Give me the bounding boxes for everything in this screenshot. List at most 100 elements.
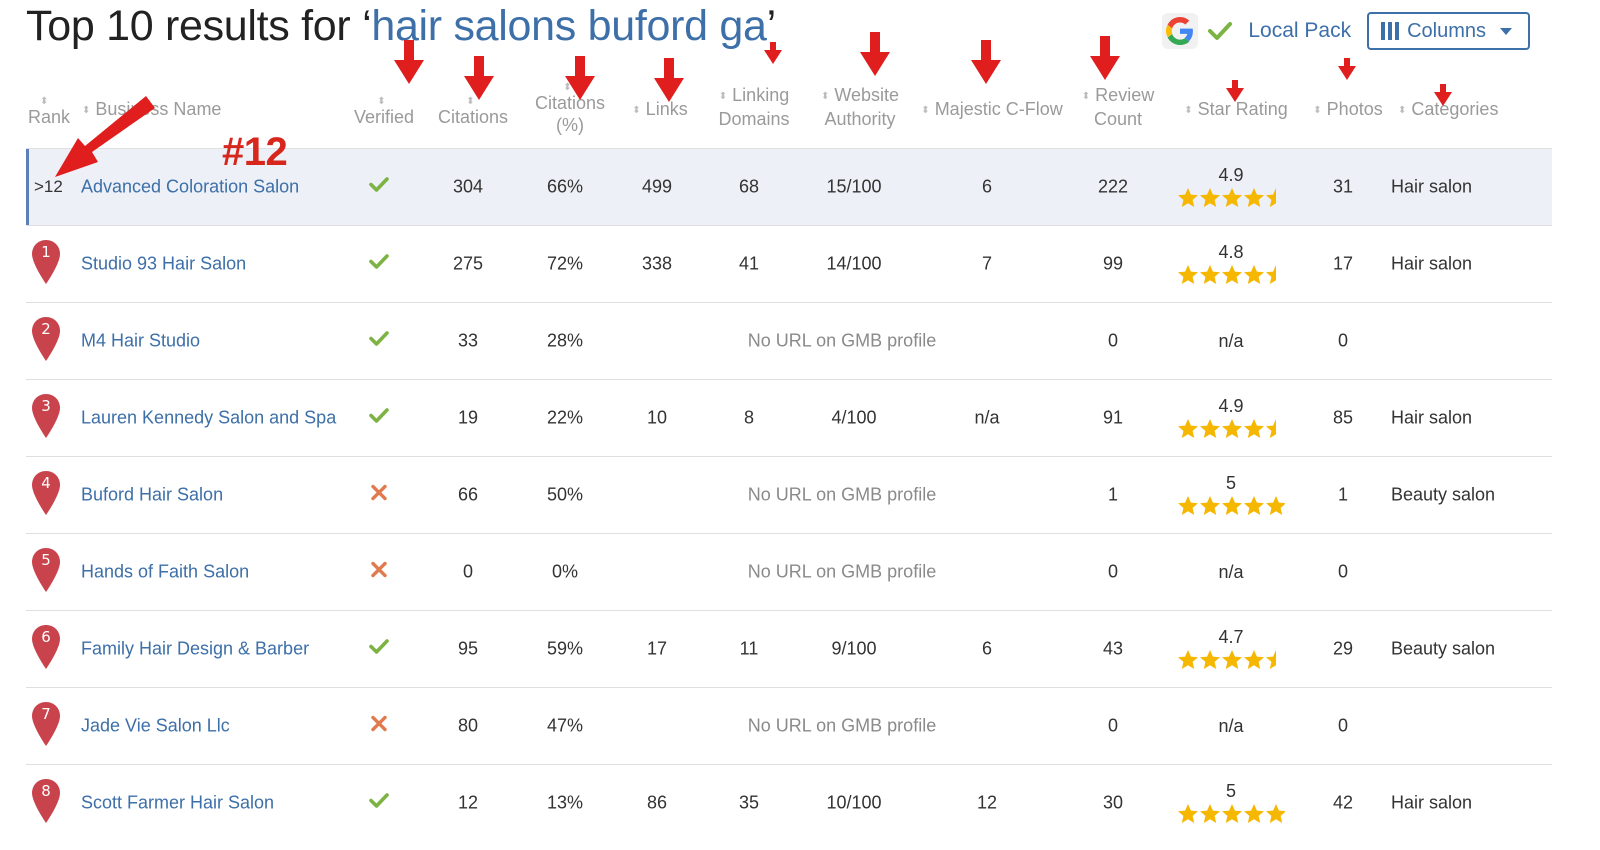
photos-count: 0 [1337, 561, 1349, 582]
rank-text: >12 [34, 177, 63, 196]
citations-pct-value: 13% [546, 792, 584, 813]
rank-number: 4 [41, 474, 51, 492]
majestic-cflow-value: 6 [981, 176, 993, 197]
citations-value: 12 [457, 792, 479, 813]
title-suffix: ’ [766, 2, 777, 50]
rank-number: 7 [41, 705, 51, 723]
review-count-value: 222 [1097, 176, 1129, 197]
website-authority-value: 4/100 [831, 407, 877, 428]
business-name-link[interactable]: Hands of Faith Salon [81, 561, 250, 582]
citations-value: 19 [457, 407, 479, 428]
th-majestic[interactable]: ⬍ Majestic C-Flow [921, 99, 1063, 119]
majestic-cflow-value: 12 [976, 792, 998, 813]
business-name-link[interactable]: Advanced Coloration Salon [81, 176, 300, 197]
star-rating: 5 [1177, 473, 1285, 517]
business-name-link[interactable]: Lauren Kennedy Salon and Spa [81, 407, 337, 428]
star-rating-icon [1178, 804, 1285, 823]
review-count-value: 0 [1107, 715, 1119, 736]
th-citations[interactable]: ⬍ Citations [437, 96, 509, 128]
th-website-authority[interactable]: ⬍ Website Authority [820, 85, 900, 129]
search-query[interactable]: hair salons buford ga [371, 2, 767, 50]
page-title: Top 10 results for ‘hair salons buford g… [26, 2, 776, 51]
th-star-rating[interactable]: ⬍ Star Rating [1184, 99, 1288, 119]
rank-pin-icon: 1 [32, 240, 60, 284]
star-icon [1244, 188, 1264, 207]
star-icon [1200, 650, 1220, 669]
sort-icon: ⬍ [563, 82, 572, 93]
th-linking-domains[interactable]: ⬍ Linking Domains [718, 85, 790, 129]
business-name-link[interactable]: Family Hair Design & Barber [81, 638, 310, 659]
star-rating-icon [1178, 419, 1276, 438]
photos-count: 0 [1337, 715, 1349, 736]
website-authority-value: 10/100 [826, 792, 882, 813]
citations-pct-value: 28% [546, 330, 584, 351]
unverified-cross-icon [371, 484, 387, 506]
citations-pct-value: 66% [546, 176, 584, 197]
star-icon [1200, 419, 1220, 438]
star-icon [1266, 419, 1276, 438]
sort-icon: ⬍ [82, 105, 91, 116]
star-icon [1200, 804, 1220, 823]
th-citations-pct[interactable]: ⬍ Citations (%) [534, 82, 606, 136]
star-rating-icon [1178, 188, 1276, 207]
sort-icon: ⬍ [1081, 91, 1091, 102]
table-row[interactable]: 4 Buford Hair Salon 66 50% No URL on GMB pro… [26, 456, 1552, 533]
majestic-cflow-value: n/a [974, 407, 1000, 428]
sort-icon: ⬍ [1313, 105, 1322, 116]
website-authority-value: 15/100 [826, 176, 882, 197]
no-url-note: No URL on GMB profile [747, 484, 937, 505]
business-name-link[interactable]: Jade Vie Salon Llc [81, 715, 230, 736]
table-row[interactable]: 8 Scott Farmer Hair Salon 12 13% 86 35 10/100 1… [26, 764, 1552, 841]
columns-button[interactable]: Columns [1367, 12, 1530, 50]
star-icon [1222, 419, 1242, 438]
google-icon[interactable] [1162, 13, 1199, 49]
table-row[interactable]: 6 Family Hair Design & Barber 95 59% 17 11 9/1… [26, 610, 1552, 687]
th-review-count[interactable]: ⬍ Review Count [1081, 85, 1155, 129]
business-name-link[interactable]: M4 Hair Studio [81, 330, 201, 351]
th-rank[interactable]: ⬍ Rank [28, 96, 71, 128]
sort-icon: ⬍ [921, 105, 930, 116]
star-rating-icon [1178, 265, 1276, 284]
rank-number: 3 [41, 397, 51, 415]
review-count-value: 1 [1107, 484, 1119, 505]
star-icon [1222, 265, 1242, 284]
citations-pct-value: 59% [546, 638, 584, 659]
star-icon [1200, 496, 1220, 515]
business-name-link[interactable]: Buford Hair Salon [81, 484, 224, 505]
th-categories[interactable]: ⬍ Categories [1398, 99, 1499, 119]
table-row[interactable]: 5 Hands of Faith Salon 0 0% No URL on GMB pr… [26, 533, 1552, 610]
category-value: Beauty salon [1391, 638, 1496, 659]
th-business-name[interactable]: ⬍ Business Name [82, 99, 222, 119]
star-rating: 4.9 [1177, 165, 1285, 209]
th-links[interactable]: ⬍ Links [632, 99, 688, 119]
business-name-link[interactable]: Scott Farmer Hair Salon [81, 792, 275, 813]
review-count-value: 43 [1102, 638, 1124, 659]
citations-value: 304 [452, 176, 484, 197]
rank-pin-icon: 4 [32, 471, 60, 515]
rank-pin-icon: 5 [32, 548, 60, 592]
arrow-photos [1338, 58, 1356, 80]
citations-pct-value: 47% [546, 715, 584, 736]
verified-check-icon [369, 254, 389, 275]
table-row[interactable]: >12 Advanced Coloration Salon 304 66% 499 68 1… [26, 148, 1552, 225]
star-icon [1244, 496, 1264, 515]
th-verified[interactable]: ⬍ Verified [353, 96, 415, 128]
table-row[interactable]: 2 M4 Hair Studio 33 28% No URL on GMB profil… [26, 302, 1552, 379]
sort-icon: ⬍ [377, 96, 386, 107]
star-rating-value: 5 [1225, 781, 1236, 801]
business-name-link[interactable]: Studio 93 Hair Salon [81, 253, 247, 274]
table-row[interactable]: 3 Lauren Kennedy Salon and Spa 19 22% 10 8 4/1… [26, 379, 1552, 456]
star-icon [1266, 265, 1276, 284]
local-pack-link[interactable]: Local Pack [1248, 19, 1352, 42]
star-icon [1178, 650, 1198, 669]
star-rating: n/a [1218, 562, 1243, 582]
rank-number: 5 [41, 551, 51, 569]
star-icon [1222, 650, 1242, 669]
star-rating: n/a [1218, 331, 1243, 351]
table-row[interactable]: 1 Studio 93 Hair Salon 275 72% 338 41 14/100 7 9… [26, 225, 1552, 302]
rank-pin-icon: 2 [32, 317, 60, 361]
photos-count: 17 [1332, 253, 1354, 274]
table-row[interactable]: 7 Jade Vie Salon Llc 80 47% No URL on GMB pr… [26, 687, 1552, 764]
star-rating: 4.8 [1177, 242, 1285, 286]
th-photos[interactable]: ⬍ Photos [1313, 99, 1383, 119]
